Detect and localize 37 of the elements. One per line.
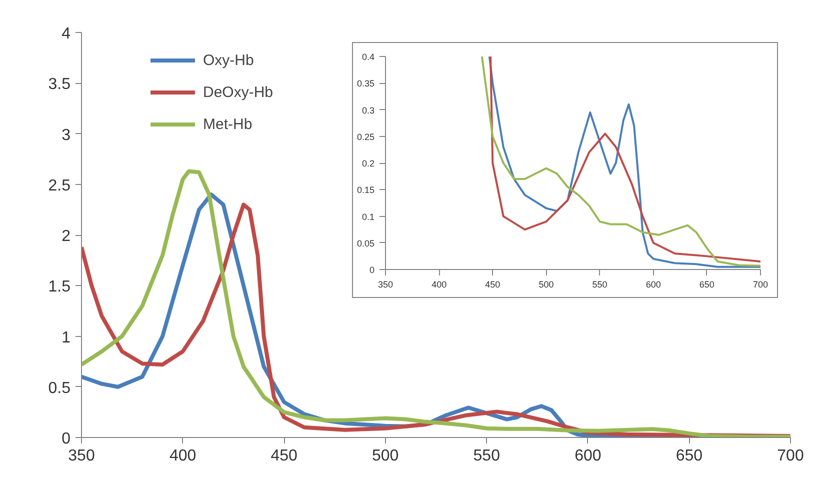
y-tick-label: 0.25 xyxy=(356,132,375,142)
x-tick-label: 400 xyxy=(432,280,447,290)
x-tick-label: 600 xyxy=(646,280,661,290)
y-tick-label: 0.3 xyxy=(362,105,375,116)
y-tick-label: 0.05 xyxy=(356,238,375,248)
y-tick-label: 1.5 xyxy=(48,278,71,296)
x-tick-label: 700 xyxy=(777,448,804,464)
y-tick-label: 3.5 xyxy=(48,76,71,94)
y-tick-label: 0 xyxy=(369,265,375,275)
y-tick-label: 0.5 xyxy=(48,380,71,397)
y-tick-label: 0 xyxy=(62,430,71,448)
y-tick-label: 2.5 xyxy=(48,177,71,194)
y-tick-label: 4 xyxy=(62,26,71,42)
y-tick-label: 0.4 xyxy=(362,52,375,62)
y-tick-label: 0.2 xyxy=(362,158,375,168)
x-tick-label: 400 xyxy=(169,448,196,464)
x-tick-label: 700 xyxy=(752,280,768,290)
x-tick-label: 500 xyxy=(538,280,554,290)
y-tick-label: 0.1 xyxy=(362,212,375,222)
x-tick-label: 450 xyxy=(270,448,298,464)
x-tick-label: 550 xyxy=(592,280,608,290)
x-tick-label: 350 xyxy=(68,448,95,464)
x-tick-label: 600 xyxy=(574,448,602,464)
y-tick-label: 2 xyxy=(62,228,71,245)
x-tick-label: 650 xyxy=(676,448,703,464)
x-tick-label: 450 xyxy=(485,280,500,290)
legend-label: DeOxy-Hb xyxy=(203,84,274,100)
x-tick-label: 650 xyxy=(699,280,714,290)
y-tick-label: 3 xyxy=(62,126,71,144)
legend-label: Oxy-Hb xyxy=(203,52,254,68)
legend-label: Met-Hb xyxy=(203,116,252,132)
y-tick-label: 1 xyxy=(62,329,71,346)
x-tick-label: 550 xyxy=(473,448,500,464)
x-tick-label: 350 xyxy=(378,280,394,290)
y-tick-label: 0.35 xyxy=(356,78,375,89)
y-tick-label: 0.15 xyxy=(356,185,375,196)
x-tick-label: 500 xyxy=(372,448,399,464)
